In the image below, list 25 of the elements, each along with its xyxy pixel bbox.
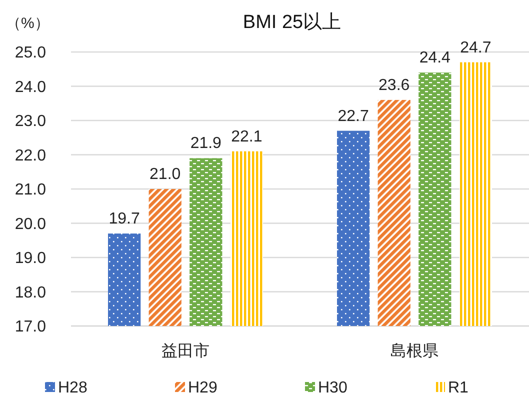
data-label: 22.7 [338, 108, 369, 125]
data-label: 23.6 [378, 76, 410, 94]
data-label: 19.7 [108, 210, 140, 228]
chart-title: BMI 25以上 [242, 12, 342, 33]
legend-label: H28 [58, 380, 88, 397]
x-tick-label: 益田市 [162, 342, 210, 360]
x-tick-label: 島根県 [390, 342, 438, 360]
y-tick-label: 18.0 [14, 284, 46, 302]
data-label: 24.4 [419, 50, 451, 67]
data-label: 21.9 [190, 135, 222, 152]
y-tick-label: 22.0 [14, 147, 46, 164]
data-label: 22.1 [231, 128, 262, 146]
y-tick-label: 19.0 [14, 250, 46, 268]
legend-label: R1 [448, 380, 469, 397]
y-tick-label: 24.0 [14, 78, 46, 96]
data-label: 21.0 [150, 166, 181, 183]
y-axis-title: （%） [6, 15, 50, 32]
legend-label: H29 [188, 380, 218, 397]
y-tick-label: 23.0 [14, 113, 46, 130]
legend-label: H30 [318, 380, 348, 397]
y-tick-label: 17.0 [14, 318, 46, 336]
y-tick-label: 20.0 [14, 216, 46, 233]
data-label: 24.7 [460, 39, 492, 56]
y-tick-label: 25.0 [14, 44, 46, 62]
y-tick-label: 21.0 [14, 182, 46, 199]
